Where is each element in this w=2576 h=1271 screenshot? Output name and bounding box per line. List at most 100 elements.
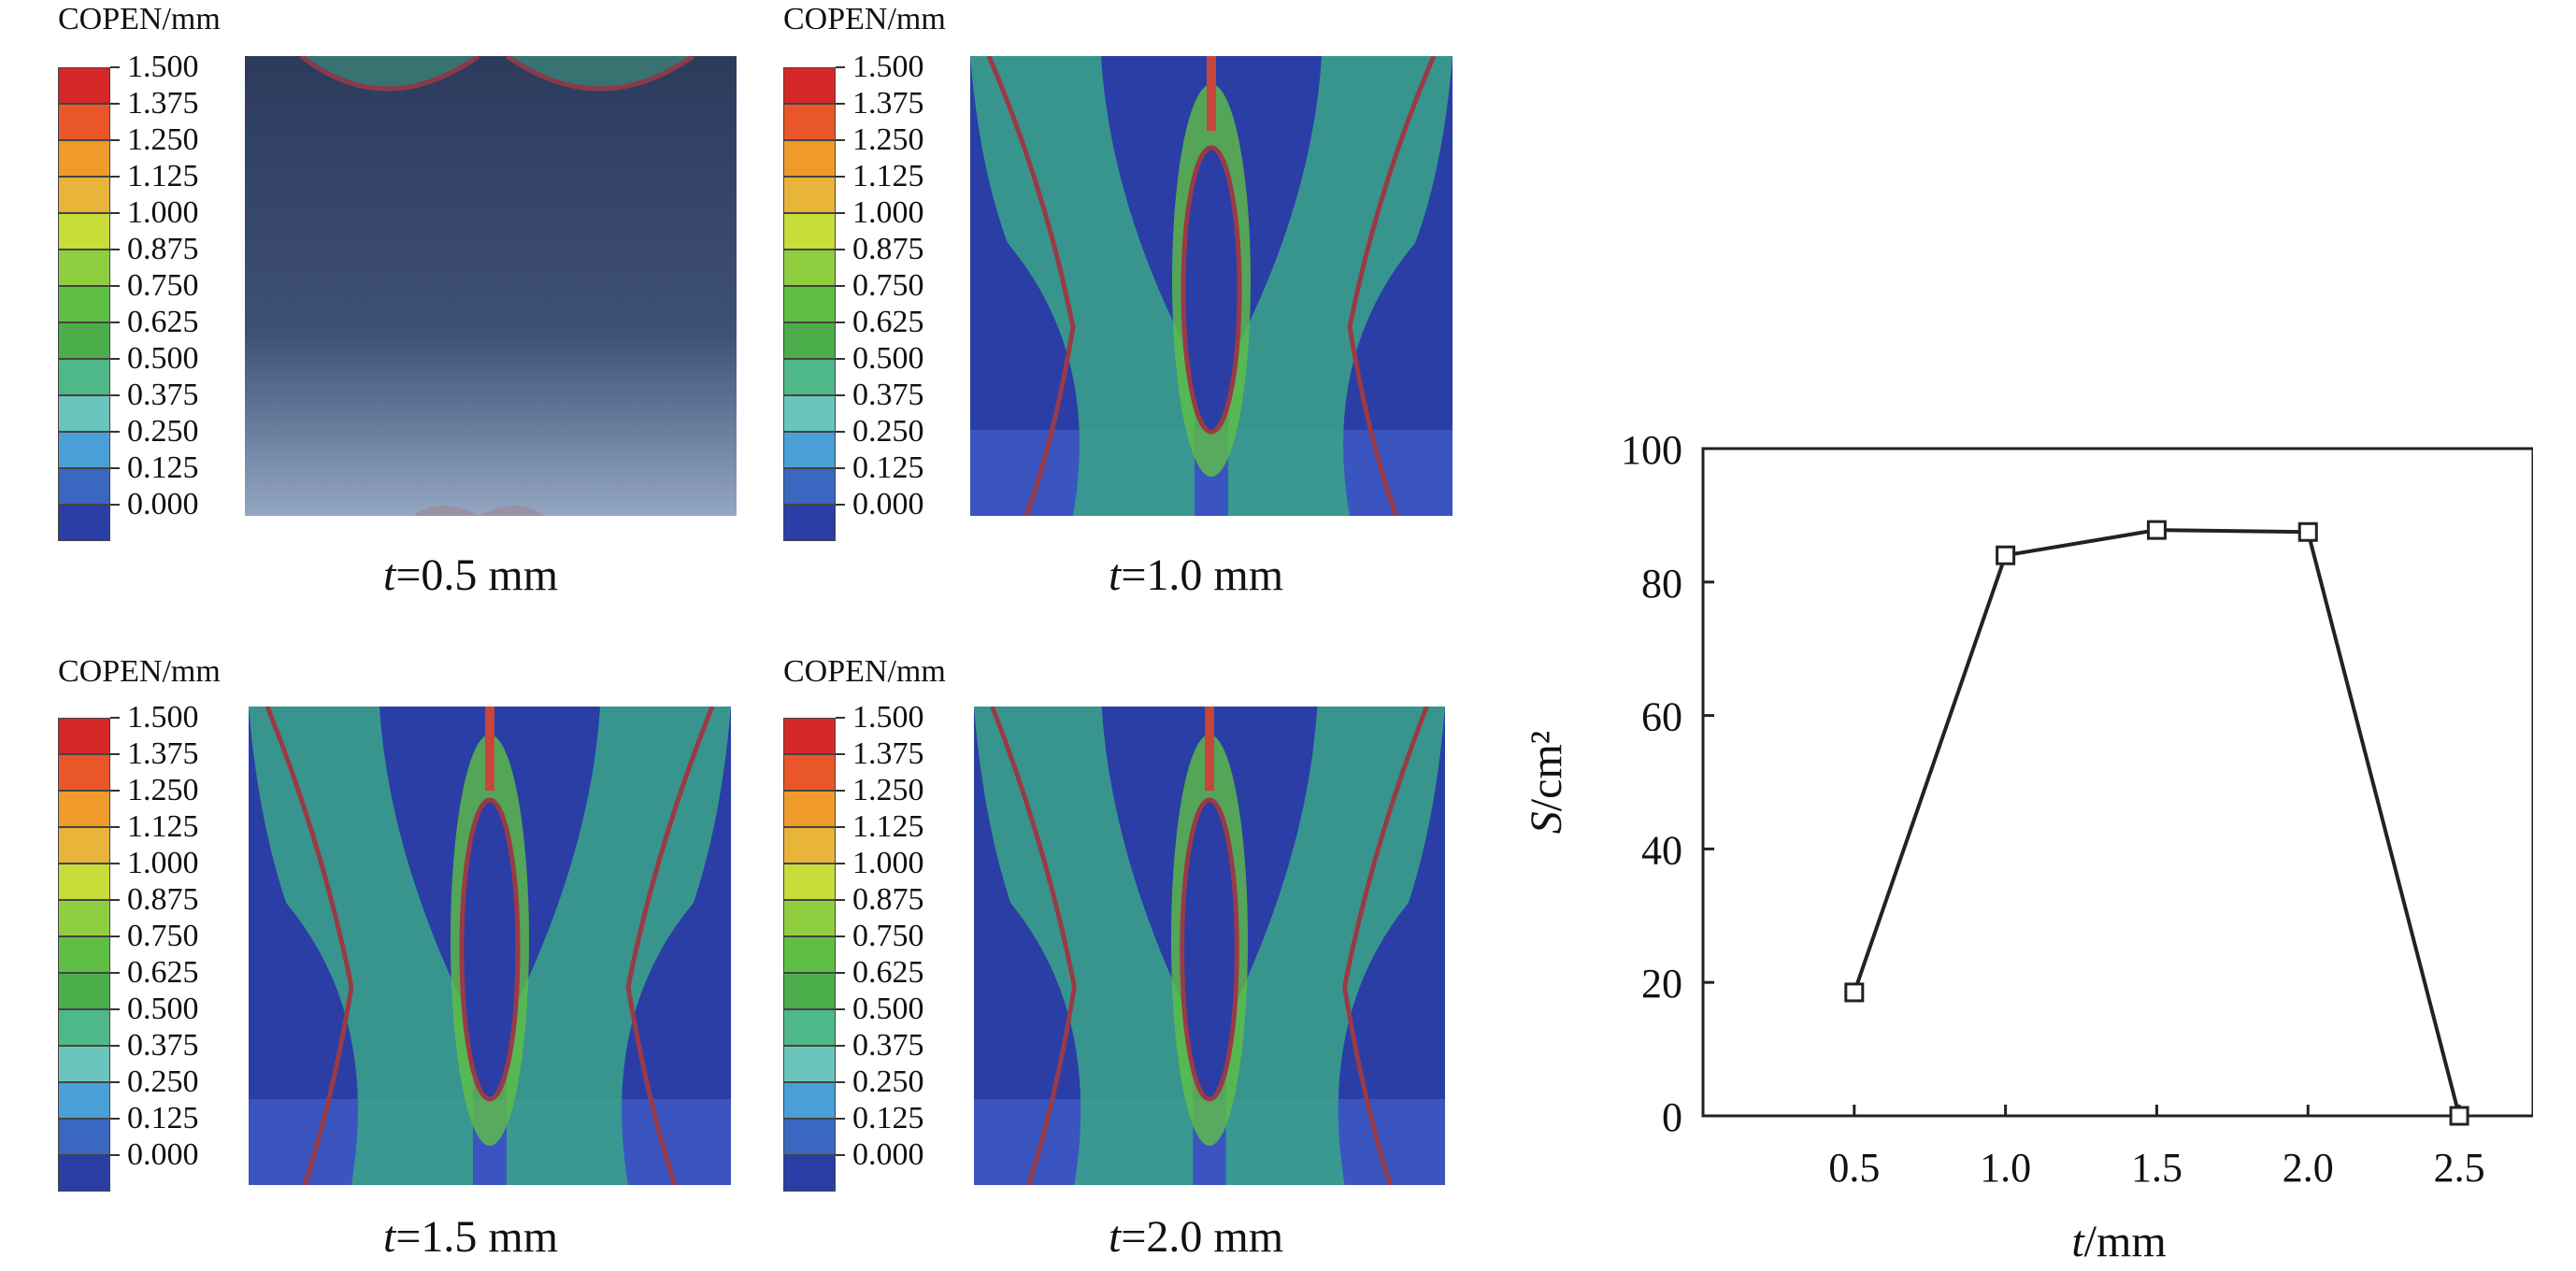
y-tick-label: 60 [1641,694,1682,740]
legend-label: 0.000 [127,1137,199,1172]
legend-label: 0.750 [852,268,924,303]
legend-color-cell [783,395,836,432]
y-tick-label: 80 [1641,561,1682,607]
legend-color-cell [783,900,836,936]
legend-tick [110,1081,120,1083]
legend-label: 1.250 [852,773,924,807]
legend-label: 1.250 [852,122,924,157]
legend-label: 0.250 [127,1064,199,1099]
legend-label: 0.750 [127,268,199,303]
contour-caption-3: t=1.5 mm [383,1212,559,1262]
legend-label: 0.500 [127,992,199,1026]
legend-tick [836,935,845,937]
legend-label: 1.000 [852,195,924,230]
legend-tick [836,394,845,396]
line-chart: 0 20 40 60 80 100 0.5 1.0 1.5 2.0 2.5 t/mm S/cm² [1522,427,2533,1266]
legend-label: 0.625 [852,955,924,990]
legend-label: 1.125 [127,159,199,193]
legend-tick [836,176,845,178]
legend-tick [836,863,845,864]
legend-color-cell [58,973,110,1009]
legend-tick [836,139,845,141]
legend-label: 0.250 [852,414,924,449]
legend-color-cell [783,286,836,322]
legend-color-cell [58,67,110,104]
legend-tick [110,394,120,396]
legend-color-cell [58,359,110,395]
legend-tick [836,1008,845,1010]
legend-color-cell [58,754,110,791]
legend-label: 1.125 [852,809,924,844]
legend-color-cell [783,827,836,864]
legend-color-cell [58,1119,110,1155]
legend-tick [836,899,845,901]
legend-tick [836,358,845,360]
legend-color-cell [783,718,836,754]
legend-color-cell [783,864,836,900]
legend-label: 1.125 [127,809,199,844]
data-point-marker [2146,520,2167,540]
legend-color-cell [58,1155,110,1192]
legend-label: 0.375 [852,1028,924,1063]
data-point-marker [1996,545,2016,565]
legend-color-cell [58,213,110,250]
legend-label: 0.875 [852,882,924,917]
legend-label: 0.375 [127,378,199,412]
legend-tick [110,826,120,828]
legend-label: 1.000 [127,195,199,230]
y-axis-label: S/cm² [1522,731,1571,834]
legend-tick [836,467,845,469]
legend-tick [110,972,120,974]
legend-tick [110,1118,120,1120]
legend-color-cell [58,936,110,973]
data-point-marker [2297,521,2318,542]
legend-label: 0.000 [852,487,924,521]
legend-tick [836,826,845,828]
legend-label: 0.750 [852,919,924,953]
legend-label: 1.250 [127,773,199,807]
legend-color-cell [58,864,110,900]
legend-color-cell [783,213,836,250]
x-axis-label: t/mm [2071,1217,2166,1266]
legend-color-cell [58,286,110,322]
legend-tick [110,103,120,105]
legend-tick [110,899,120,901]
legend-color-cell [783,322,836,359]
legend-tick [110,285,120,287]
legend-tick [110,717,120,719]
legend-tick [110,1154,120,1156]
legend-tick [110,431,120,433]
legend-tick [836,431,845,433]
legend-tick [110,504,120,506]
legend-color-cell [783,1009,836,1046]
legend-tick [836,249,845,250]
legend-color-cell [783,1119,836,1155]
legend-color-cell [58,718,110,754]
legend-label: 0.125 [127,1101,199,1135]
legend-label: 0.125 [852,450,924,485]
y-tick-label: 100 [1621,427,1682,473]
contour-plot-1 [245,56,737,516]
legend-title: COPEN/mm [58,654,221,689]
legend-color-cell [58,791,110,827]
legend-tick [836,1081,845,1083]
legend-label: 1.500 [852,700,924,735]
legend-title: COPEN/mm [783,654,946,689]
legend-label: 0.875 [127,232,199,266]
legend-tick [110,1008,120,1010]
legend-color-cell [783,1082,836,1119]
legend-color-cell [58,322,110,359]
legend-color-cell [783,359,836,395]
legend-color-cell [58,468,110,505]
legend-title: COPEN/mm [58,2,221,36]
contour-plot-2 [970,56,1453,516]
legend-tick [836,212,845,214]
legend-label: 0.625 [127,955,199,990]
legend-label: 0.625 [127,305,199,339]
legend-label: 0.375 [852,378,924,412]
legend-tick [110,139,120,141]
y-tick-label: 40 [1641,827,1682,873]
legend-tick [836,285,845,287]
legend-color-cell [58,827,110,864]
legend-tick [110,212,120,214]
